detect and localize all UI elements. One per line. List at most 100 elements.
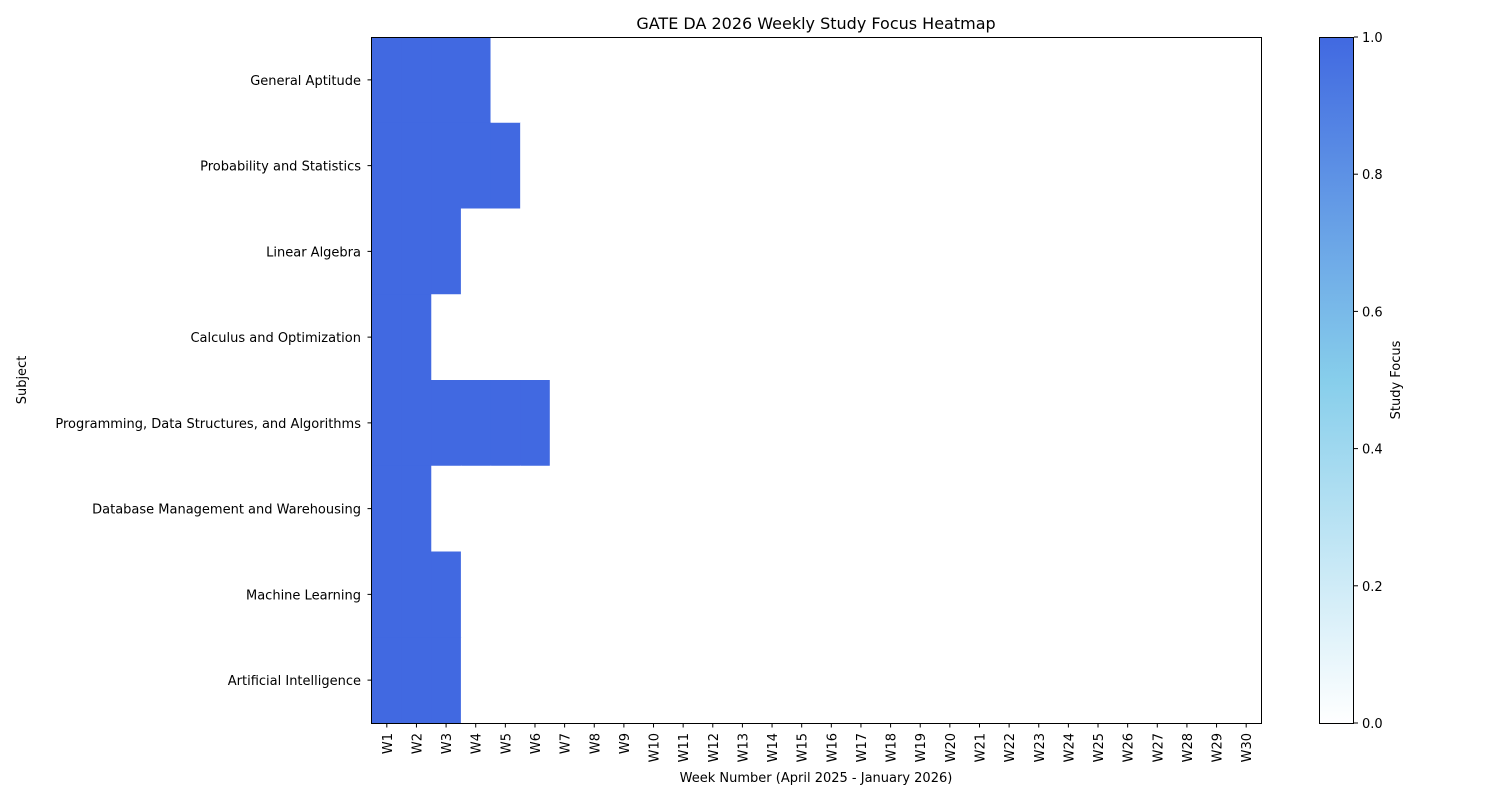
heatmap-cell [490,380,521,467]
heatmap-cell [875,380,906,467]
heatmap-cell [1112,637,1144,724]
x-tick-label: W12 [707,733,722,762]
heatmap-cell [609,380,640,467]
heatmap-cell [579,551,610,638]
colorbar-ticks: 0.0 0.2 0.4 0.6 0.8 1.0 [1354,31,1383,732]
heatmap-cell [1172,637,1203,724]
x-tick-label: W21 [973,733,988,762]
heatmap-cell [905,208,936,295]
heatmap-cell [1201,380,1232,467]
heatmap-cell [757,551,788,638]
heatmap-cell [1053,37,1084,124]
heatmap-cell [431,37,462,124]
heatmap-cell [1023,465,1055,553]
heatmap-cell [964,380,995,467]
heatmap-cell [935,122,966,210]
colorbar-label: Study Focus [1389,340,1404,419]
heatmap-cell [1023,637,1055,724]
colorbar-tick-label: 0.8 [1362,168,1383,183]
heatmap-cell [846,294,877,381]
heatmap-cell [994,208,1025,295]
heatmap-cell [638,37,669,124]
x-tick-label: W1 [381,733,396,754]
heatmap-cell [1053,208,1084,295]
heatmap-cell [609,37,640,124]
heatmap-cell [727,294,758,381]
heatmap-cell [1112,122,1144,210]
heatmap-cell [964,294,995,381]
x-tick-label: W27 [1151,733,1166,762]
x-tick-label: W28 [1181,733,1196,762]
x-tick-label: W30 [1240,733,1255,762]
heatmap-cell [935,37,966,124]
heatmap-cell [431,551,462,638]
y-tick-label: Linear Algebra [266,245,361,260]
heatmap-cell [727,37,758,124]
heatmap-cell [401,551,432,638]
heatmap-cell [668,208,699,295]
heatmap-cell [579,208,610,295]
heatmap-cell [460,122,492,210]
heatmap-cell [401,637,432,724]
heatmap-cell [1112,208,1144,295]
heatmap-cell [964,37,995,124]
heatmap-cell [697,465,729,553]
heatmap-cell [549,465,581,553]
heatmap-cell [1142,465,1173,553]
heatmap-cell [757,465,788,553]
heatmap-cell [994,122,1025,210]
heatmap-cell [520,37,551,124]
x-tick-label: W3 [440,733,455,754]
heatmap-cell [816,380,847,467]
x-tick-label: W2 [410,733,425,754]
heatmap-cell [609,465,640,553]
y-axis-label: Subject [15,356,30,405]
heatmap-cell [1023,122,1055,210]
heatmap-cell [786,380,818,467]
heatmap-cell [1201,294,1232,381]
heatmap-cell [490,551,521,638]
heatmap-cell [460,380,492,467]
heatmap-cell [490,294,521,381]
heatmap-cell [460,465,492,553]
heatmap-cell [1023,380,1055,467]
x-tick-label: W23 [1033,733,1048,762]
x-tick-label: W11 [677,733,692,762]
heatmap-cell [520,122,551,210]
heatmap-cell [905,294,936,381]
heatmap-cell [935,465,966,553]
heatmap-cell [638,208,669,295]
heatmap-cell [1172,122,1203,210]
heatmap-cell [935,294,966,381]
heatmap-cell [579,637,610,724]
heatmap-cell [431,380,462,467]
heatmap-cell [875,465,906,553]
x-tick-label: W29 [1211,733,1226,762]
heatmap-cell [905,37,936,124]
x-tick-label: W15 [796,733,811,762]
heatmap-cell [1053,294,1084,381]
heatmap-cell [846,551,877,638]
heatmap-cell [520,380,551,467]
heatmap-cells [372,37,1262,724]
heatmap-cell [520,294,551,381]
x-tick-label: W13 [736,733,751,762]
heatmap-cell [460,294,492,381]
heatmap-cell [1083,208,1114,295]
y-tick-label: Programming, Data Structures, and Algori… [55,417,361,432]
colorbar [1319,37,1354,724]
heatmap-cell [668,294,699,381]
heatmap-cell [609,294,640,381]
heatmap-cell [609,551,640,638]
heatmap-cell [994,294,1025,381]
heatmap-cell [1231,380,1262,467]
heatmap-cell [460,551,492,638]
heatmap-cell [460,37,492,124]
y-axis-ticks: General Aptitude Probability and Statisti… [55,74,372,689]
heatmap-cell [905,380,936,467]
x-tick-label: W10 [648,733,663,762]
heatmap-cell [372,637,403,724]
heatmap-cell [431,294,462,381]
heatmap-cell [964,465,995,553]
heatmap-cell [964,122,995,210]
